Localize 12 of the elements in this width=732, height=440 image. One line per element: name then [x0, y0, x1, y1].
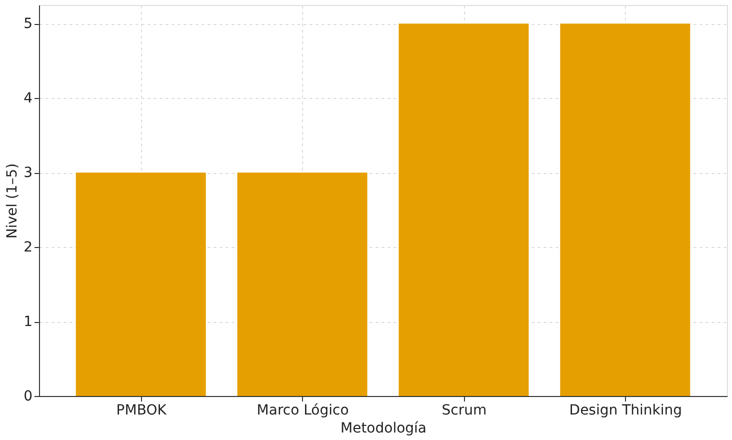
- y-tick-label: 5: [24, 16, 32, 32]
- x-axis-title: Metodología: [340, 420, 427, 436]
- x-tick-label: Marco Lógico: [256, 402, 349, 418]
- y-tick-label: 0: [24, 388, 32, 404]
- y-tick-label: 2: [24, 240, 32, 256]
- y-tick-label: 3: [24, 165, 32, 182]
- y-tick-label: 4: [24, 90, 33, 107]
- y-axis-title: Nivel (1–5): [4, 163, 21, 239]
- y-tick-label: 1: [24, 314, 32, 330]
- x-tick-label: PMBOK: [116, 402, 168, 418]
- x-tick-label: Design Thinking: [569, 402, 682, 418]
- x-tick-label: Scrum: [442, 402, 487, 418]
